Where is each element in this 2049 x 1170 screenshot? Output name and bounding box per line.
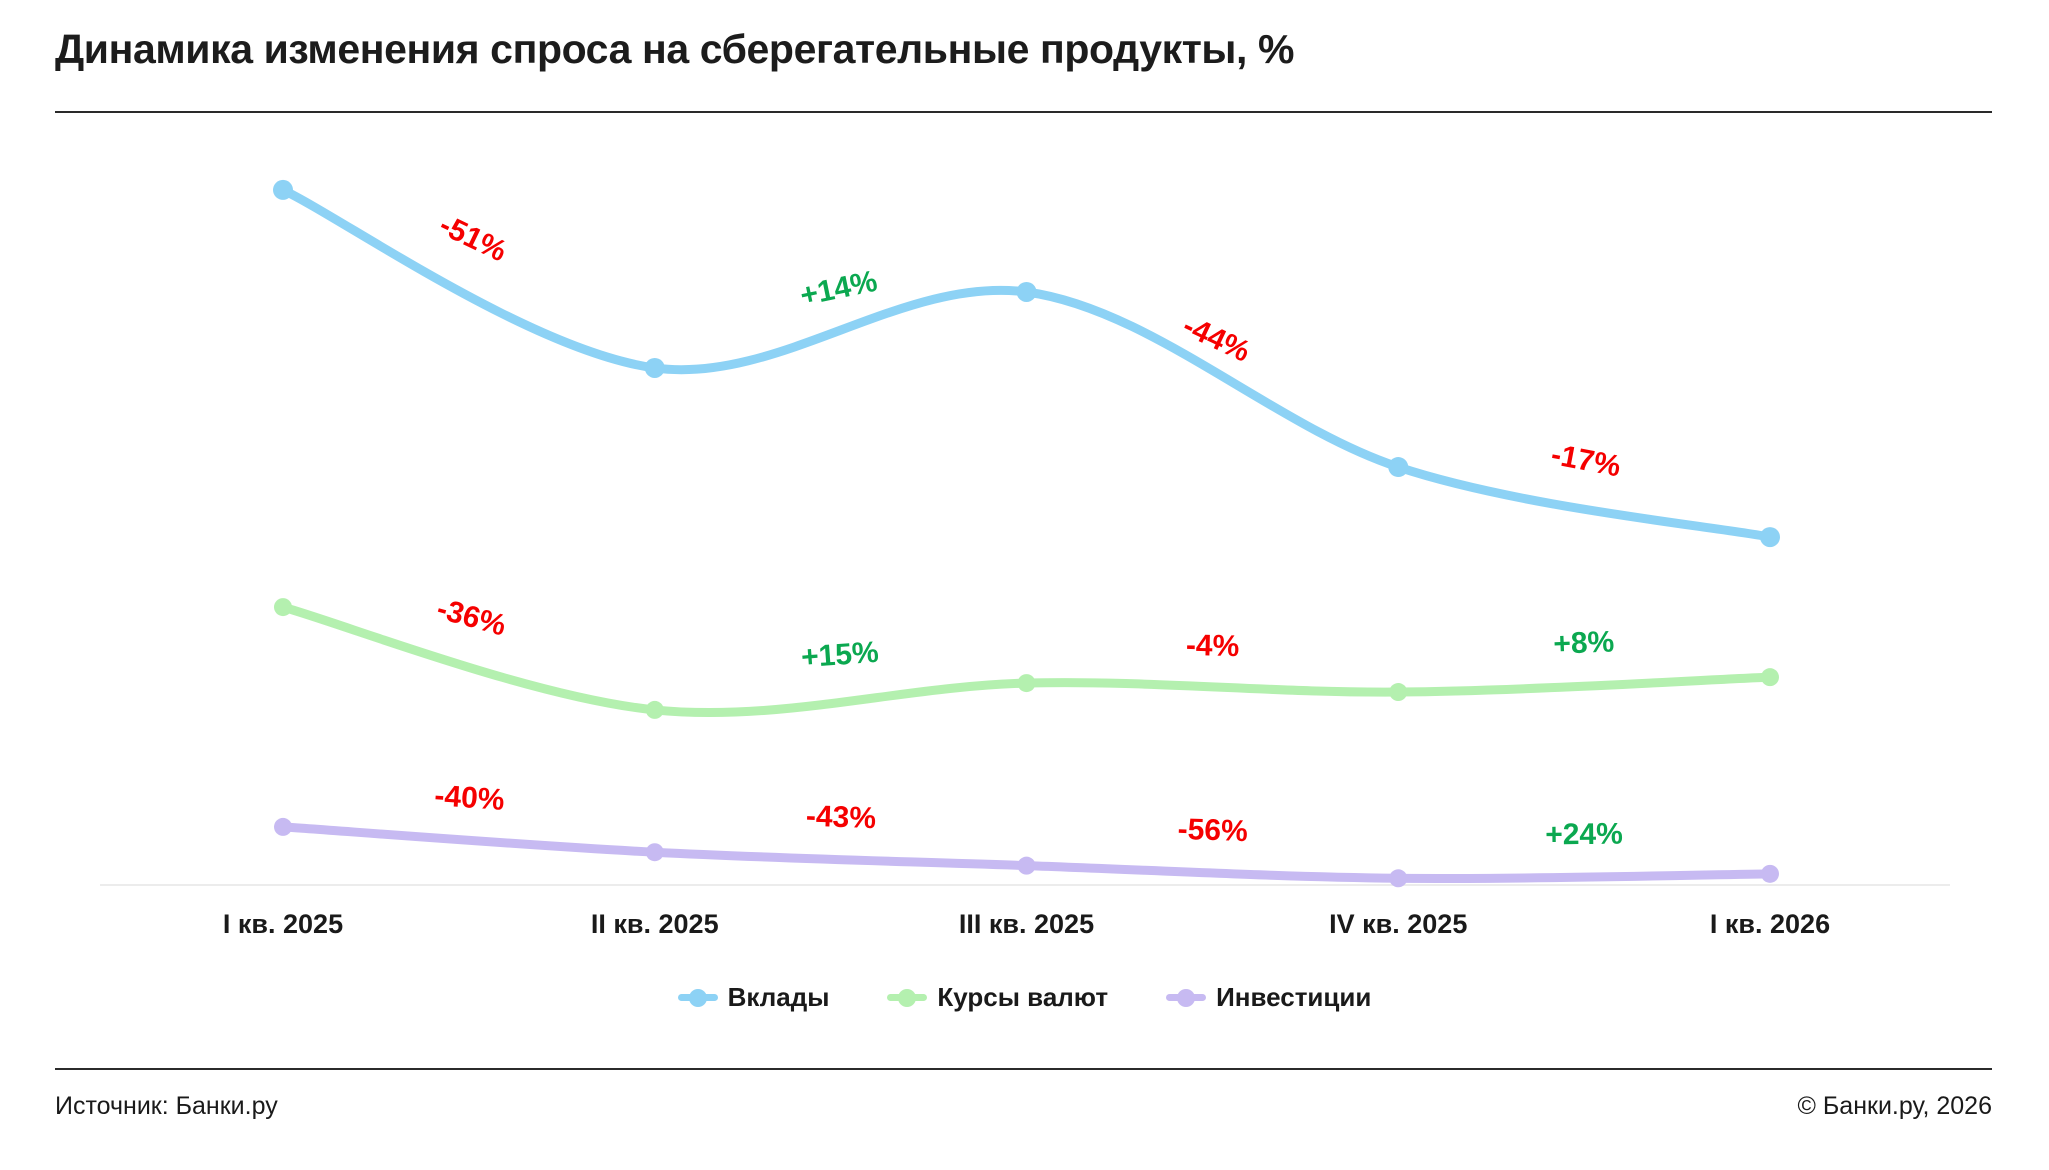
page-title: Динамика изменения спроса на сберегатель… — [55, 26, 1295, 72]
change-annotation: +15% — [800, 636, 880, 674]
chart-legend: Вклады Курсы валют Инвестиции — [0, 982, 2049, 1013]
footer-divider — [55, 1068, 1992, 1070]
source-label: Источник: Банки.ру — [55, 1092, 278, 1120]
change-annotation: +14% — [797, 265, 880, 313]
data-point — [1761, 668, 1779, 687]
legend-item: Вклады — [677, 982, 830, 1013]
data-point — [645, 843, 664, 862]
data-point — [1017, 674, 1036, 693]
data-point — [1389, 869, 1408, 888]
x-axis-label: I кв. 2026 — [1710, 909, 1830, 939]
legend-label: Вклады — [727, 982, 830, 1012]
change-annotation: -51% — [434, 208, 511, 268]
x-axis-label: IV кв. 2025 — [1329, 909, 1467, 939]
change-annotation: -56% — [1177, 813, 1248, 848]
change-annotation: +24% — [1545, 818, 1623, 852]
legend-line-dot-icon — [887, 988, 928, 1007]
x-axis-label: III кв. 2025 — [959, 909, 1094, 939]
change-annotation: -40% — [433, 779, 505, 817]
data-point — [274, 598, 292, 617]
data-point — [274, 817, 292, 836]
change-annotation: -36% — [433, 592, 509, 643]
change-annotation: +8% — [1553, 625, 1615, 660]
data-point — [1389, 683, 1408, 702]
copyright-label: © Банки.ру, 2026 — [1797, 1092, 1992, 1120]
legend-item: Курсы валют — [887, 982, 1108, 1013]
legend-item: Инвестиции — [1166, 982, 1371, 1013]
data-point — [645, 700, 664, 719]
legend-line-dot-icon — [677, 988, 718, 1007]
data-point — [1017, 856, 1036, 875]
change-annotation: -4% — [1186, 629, 1240, 663]
change-annotation: -17% — [1548, 438, 1623, 483]
data-point — [1760, 527, 1780, 548]
legend-label: Курсы валют — [937, 982, 1109, 1012]
x-axis-label: I кв. 2025 — [223, 909, 343, 939]
data-point — [644, 357, 665, 378]
title-divider — [55, 111, 1992, 113]
data-point — [1761, 864, 1779, 883]
legend-line-dot-icon — [1166, 988, 1207, 1007]
change-annotation: -43% — [805, 800, 876, 836]
x-axis-label: II кв. 2025 — [591, 909, 719, 939]
line-chart: -51%+14%-44%-17%-36%+15% -4% +8%-40%-43% -5… — [100, 179, 1950, 939]
data-point — [1388, 457, 1409, 478]
data-point — [273, 179, 293, 200]
data-point — [1016, 281, 1037, 302]
legend-label: Инвестиции — [1216, 982, 1372, 1012]
